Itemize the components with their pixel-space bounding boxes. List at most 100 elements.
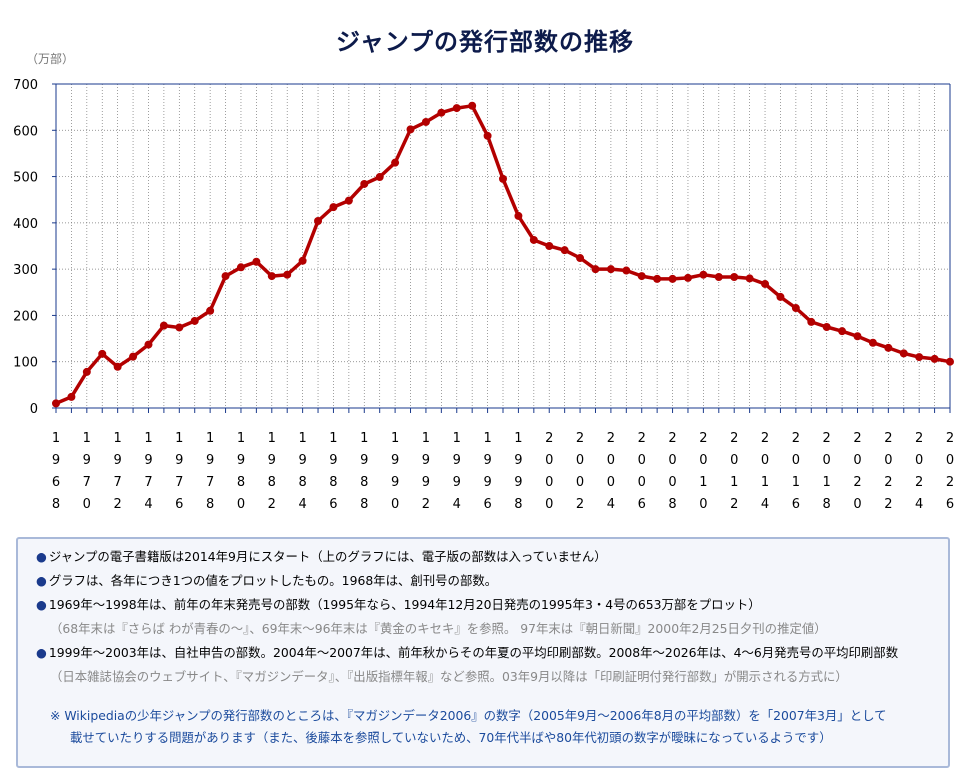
note-text: 1999年～2003年は、自社申告の部数。2004年～2007年は、前年秋からそ… bbox=[48, 645, 899, 660]
data-point bbox=[421, 117, 430, 126]
bullet-icon: ● bbox=[36, 645, 47, 660]
data-point bbox=[714, 273, 723, 282]
data-point bbox=[344, 196, 353, 205]
data-point bbox=[236, 263, 245, 272]
data-point bbox=[52, 399, 60, 408]
y-tick-label: 500 bbox=[13, 171, 38, 186]
wikipedia-note-line-2: 載せていたりする問題があります（また、後藤本を参照していないため、70年代半ばや… bbox=[70, 730, 832, 745]
data-point bbox=[391, 158, 400, 167]
note-text: 1969年～1998年は、前年の年末発売号の部数（1995年なら、1994年12… bbox=[48, 597, 761, 612]
data-point bbox=[730, 273, 739, 282]
bullet-icon: ● bbox=[36, 597, 47, 612]
note-item: ● グラフは、各年につき1つの値をプロットしたもの。1968年は、創刊号の部数。 bbox=[36, 573, 938, 589]
data-point bbox=[699, 270, 708, 279]
data-point bbox=[622, 266, 631, 275]
data-point bbox=[175, 323, 184, 332]
data-point bbox=[822, 323, 831, 331]
data-point bbox=[221, 272, 230, 281]
data-point bbox=[360, 179, 369, 188]
line-chart: 0 100 200 300 400 500 600 700 1 9 6 8 1 9 7 0 1 9 7 2 1 9 7 4 1 9… bbox=[13, 78, 954, 512]
data-point bbox=[98, 349, 107, 358]
note-item: ● ジャンプの電子書籍版は2014年9月にスタート（上のグラフには、電子版の部数は… bbox=[36, 549, 938, 565]
data-point bbox=[314, 217, 323, 226]
data-point bbox=[283, 270, 292, 279]
data-point bbox=[437, 108, 446, 117]
data-point bbox=[82, 367, 91, 376]
data-point bbox=[868, 338, 877, 347]
data-point bbox=[576, 254, 585, 263]
note-subtext: （日本雑誌協会のウェブサイト、『マガジンデータ』、『出版指標年報』など参照。03… bbox=[50, 669, 848, 684]
data-point bbox=[591, 265, 600, 274]
data-point bbox=[406, 125, 415, 134]
data-point bbox=[745, 274, 754, 283]
data-point bbox=[483, 131, 492, 140]
data-point bbox=[838, 327, 847, 336]
y-axis-unit-label: （万部） bbox=[26, 52, 75, 66]
data-point bbox=[807, 317, 816, 326]
data-point bbox=[560, 246, 569, 255]
note-item: ● 1969年～1998年は、前年の年末発売号の部数（1995年なら、1994年1… bbox=[36, 597, 938, 637]
bullet-icon: ● bbox=[36, 549, 47, 564]
data-point bbox=[468, 101, 477, 110]
y-tick-label: 700 bbox=[13, 78, 38, 93]
chart-title: ジャンプの発行部数の推移 bbox=[335, 28, 635, 56]
data-point bbox=[915, 353, 924, 362]
data-point bbox=[375, 173, 384, 182]
data-point bbox=[529, 235, 538, 244]
data-point bbox=[206, 306, 215, 315]
note-text: ジャンプの電子書籍版は2014年9月にスタート（上のグラフには、電子版の部数は入… bbox=[48, 549, 607, 564]
note-subtext: （68年末は『さらば わが青春の～』、69年末～96年末は『黄金のキセキ』を参照… bbox=[50, 621, 827, 636]
data-point bbox=[946, 357, 954, 366]
data-point bbox=[653, 274, 662, 283]
wikipedia-note-line-1: ※ Wikipediaの少年ジャンプの発行部数のところは、『マガジンデータ200… bbox=[50, 708, 887, 723]
data-point bbox=[776, 292, 785, 301]
data-point bbox=[606, 265, 615, 274]
y-tick-label: 600 bbox=[13, 124, 38, 139]
data-point bbox=[452, 104, 461, 113]
data-point bbox=[329, 203, 338, 212]
data-point bbox=[899, 349, 908, 358]
data-point bbox=[67, 392, 76, 401]
data-point bbox=[144, 340, 153, 349]
data-point bbox=[853, 332, 862, 341]
note-item: ● 1999年～2003年は、自社申告の部数。2004年～2007年は、前年秋から… bbox=[36, 645, 938, 685]
data-point bbox=[298, 256, 307, 265]
data-point bbox=[930, 354, 939, 363]
bullet-icon: ● bbox=[36, 573, 47, 588]
data-point bbox=[129, 352, 138, 361]
note-text: グラフは、各年につき1つの値をプロットしたもの。1968年は、創刊号の部数。 bbox=[48, 573, 498, 588]
y-tick-label: 200 bbox=[13, 309, 38, 324]
y-tick-label: 0 bbox=[30, 402, 38, 417]
data-point bbox=[637, 272, 646, 281]
wikipedia-note: ※ Wikipediaの少年ジャンプの発行部数のところは、『マガジンデータ200… bbox=[36, 705, 938, 749]
data-point bbox=[683, 273, 692, 282]
data-point bbox=[668, 274, 677, 283]
data-point bbox=[499, 174, 507, 183]
